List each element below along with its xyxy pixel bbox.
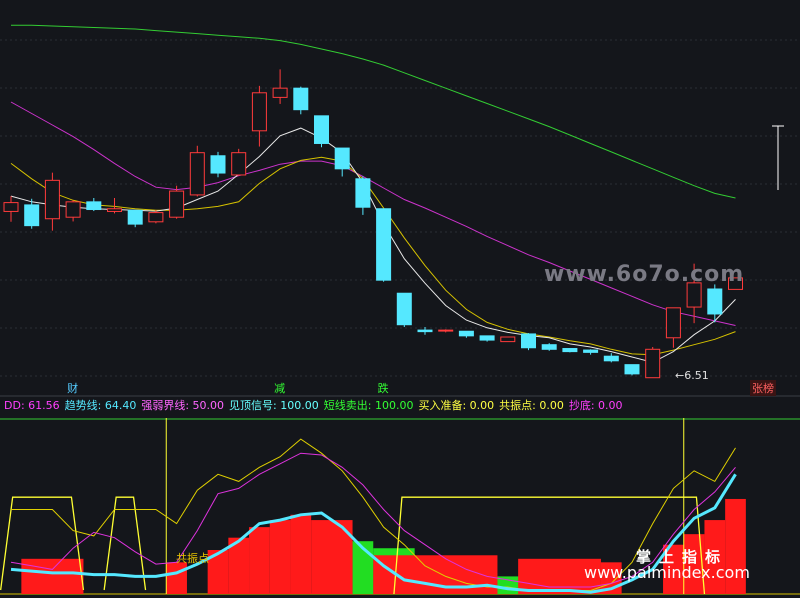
- dd-bar: [166, 562, 187, 594]
- legend-item: 买入准备: 0.00: [418, 399, 495, 412]
- indicator-legend: DD: 61.56 趋势线: 64.40 强弱界线: 50.00 见顶信号: 100.…: [4, 397, 628, 413]
- candlesticks: [3, 69, 743, 379]
- indicator-panel: [0, 125, 800, 595]
- candle-body: [521, 333, 536, 349]
- gongzhen-label: 共振点: [176, 552, 209, 565]
- dd-bar: [704, 520, 726, 594]
- candle-body: [251, 92, 267, 132]
- legend-item: 强弱界线: 50.00: [141, 399, 225, 412]
- candle-body: [583, 349, 599, 353]
- candle-body: [686, 282, 702, 308]
- marker-label: 减: [274, 382, 286, 395]
- dd-line: [10, 452, 736, 588]
- watermark-brand: 掌上指标: [636, 548, 729, 566]
- candle-body: [376, 208, 392, 281]
- legend-item: 短线卖出: 100.00: [323, 399, 414, 412]
- dd-bar: [663, 544, 684, 594]
- candle-body: [65, 201, 81, 218]
- legend-item: 见顶信号: 100.00: [229, 399, 319, 412]
- candle-body: [396, 292, 412, 326]
- candle-body: [417, 329, 433, 333]
- watermark-url-top: www.6o7o.com: [544, 262, 745, 287]
- candle-body: [24, 204, 40, 227]
- ma-white-line: [10, 127, 736, 363]
- candle-body: [458, 330, 474, 337]
- candle-body: [624, 364, 640, 375]
- dd-bar: [373, 555, 498, 594]
- ma-yellow-line: [10, 156, 736, 356]
- candle-body: [707, 288, 723, 315]
- dd-bar: [21, 558, 84, 594]
- dd-bar: [725, 498, 746, 594]
- candle-body: [355, 178, 371, 208]
- ma-green-line: [11, 24, 736, 199]
- limit-up-badge: 张榜: [750, 380, 776, 396]
- candle-body: [148, 212, 164, 223]
- candle-body: [728, 277, 743, 290]
- dd-bar: [269, 520, 291, 594]
- ma-magenta-line: [10, 101, 736, 326]
- candle-body: [272, 87, 288, 98]
- buy-ready-box: [393, 496, 706, 595]
- legend-item: DD: 61.56: [4, 399, 60, 412]
- pulse-line: [103, 496, 147, 591]
- low-price-label: ←6.51: [675, 369, 709, 382]
- candle-body: [314, 115, 329, 144]
- trend-line: [10, 473, 737, 594]
- candle-body: [44, 179, 60, 220]
- moving-average-lines: [10, 24, 736, 363]
- dd-bar: [683, 534, 705, 594]
- candle-body: [293, 87, 309, 111]
- candle-body: [562, 348, 578, 353]
- candle-body: [210, 155, 226, 174]
- marker-label: 跌: [377, 382, 389, 395]
- dd-bar: [207, 550, 229, 594]
- candle-body: [665, 307, 681, 339]
- candle-body: [334, 147, 350, 170]
- watermark-url-bottom: www.palmindex.com: [584, 563, 750, 582]
- candle-body: [438, 329, 454, 332]
- legend-item: 趋势线: 64.40: [64, 399, 137, 412]
- pulse-line: [0, 496, 85, 591]
- candle-body: [86, 201, 102, 211]
- candle-body: [169, 190, 185, 218]
- candle-body: [479, 335, 495, 341]
- candle-body: [500, 336, 516, 343]
- signal-line: [11, 438, 736, 591]
- candle-body: [3, 202, 19, 212]
- candle-body: [541, 344, 557, 350]
- candle-body: [231, 152, 247, 176]
- candle-body: [107, 208, 122, 212]
- candle-body: [127, 209, 143, 225]
- candle-body: [603, 355, 619, 362]
- dd-bar: [290, 514, 312, 594]
- dd-bar: [249, 527, 270, 594]
- candle-body: [189, 152, 205, 196]
- legend-item: 抄底: 0.00: [568, 399, 623, 412]
- dd-bar: [518, 558, 601, 594]
- marker-label: 财: [67, 382, 79, 395]
- legend-item: 共振点: 0.00: [499, 399, 564, 412]
- dd-bar: [228, 537, 250, 594]
- candle-body: [645, 348, 661, 379]
